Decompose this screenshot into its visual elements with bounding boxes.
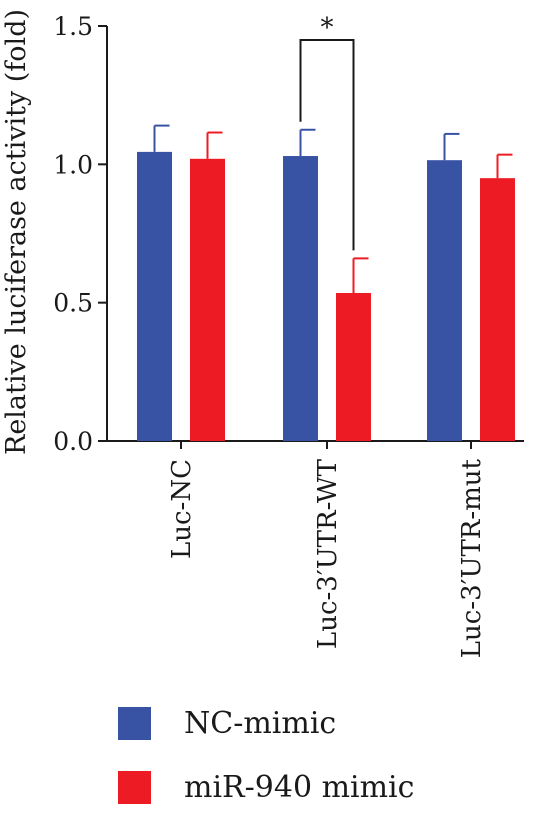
bar-chart: 0.0 0.5 1.0 1.5 Luc-NC Luc-3′UTR-WT Luc-3′UTR-… — [1, 9, 524, 658]
significance-star: * — [321, 13, 334, 43]
bar — [427, 160, 462, 441]
significance-bracket — [299, 39, 355, 251]
y-tick-label: 0.0 — [53, 427, 93, 456]
legend-item-nc-mimic: NC-mimic — [118, 705, 414, 741]
legend-item-mir940-mimic: miR-940 mimic — [118, 769, 414, 805]
y-tick-label: 1.5 — [53, 12, 93, 41]
y-tick-label: 0.5 — [53, 289, 93, 318]
annotations: * — [299, 13, 355, 251]
bar — [283, 156, 318, 442]
legend-swatch-mir940-mimic — [118, 770, 151, 804]
bar — [480, 178, 515, 441]
y-tick-label: 1.0 — [53, 150, 93, 179]
legend-label-mir940-mimic: miR-940 mimic — [184, 769, 415, 805]
legend-label-nc-mimic: NC-mimic — [184, 705, 337, 741]
bars — [137, 151, 515, 442]
x-tick-label: Luc-3′UTR-WT — [313, 458, 343, 649]
legend-swatch-nc-mimic — [118, 706, 151, 740]
bar — [137, 151, 172, 441]
x-tick-label: Luc-3′UTR-mut — [457, 458, 487, 658]
legend: NC-mimic miR-940 mimic — [118, 705, 414, 833]
axes: 0.0 0.5 1.0 1.5 Luc-NC Luc-3′UTR-WT Luc-3′UTR-… — [53, 12, 524, 658]
y-axis-label: Relative luciferase activity (fold) — [1, 9, 32, 455]
bar — [190, 158, 225, 442]
bar — [336, 292, 371, 441]
x-tick-label: Luc-NC — [167, 459, 197, 559]
error-bars — [153, 124, 513, 293]
